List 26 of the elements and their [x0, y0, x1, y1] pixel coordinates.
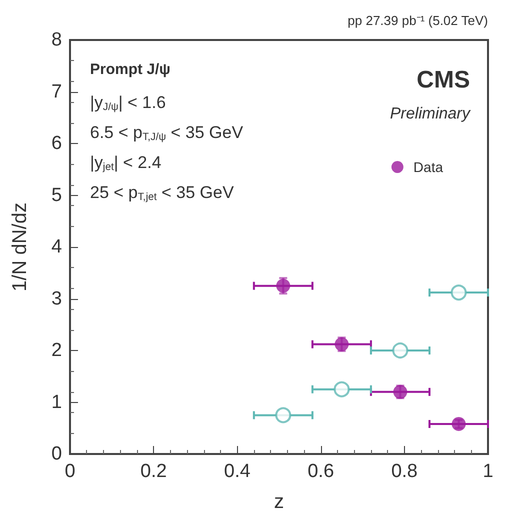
y-tick-label: 2: [51, 340, 62, 361]
x-axis-title: z: [274, 491, 284, 513]
x-tick-label: 0.2: [140, 461, 167, 482]
point: [334, 381, 350, 398]
legend-label: Data: [413, 159, 444, 175]
point: [392, 342, 408, 358]
y-axis-title: 1/N dN/dz: [9, 202, 31, 292]
y-tick-label: 8: [51, 30, 62, 50]
y-tick-label: 5: [51, 184, 62, 206]
annotation: CMS: [416, 66, 470, 94]
annotation: Prompt J/ψ: [90, 61, 170, 78]
y-tick-label: 3: [51, 288, 62, 310]
x-tick-label: 0.8: [391, 461, 418, 482]
y-tick-label: 7: [51, 81, 62, 102]
chart-subtitle: pp 27.39 pb⁻¹ (5.02 TeV): [348, 13, 488, 28]
point: [275, 407, 292, 424]
y-tick-label: 0: [51, 444, 62, 464]
y-tick-label: 6: [51, 133, 62, 154]
y-tick-label: 1: [51, 392, 62, 413]
x-tick-label: 0: [64, 461, 76, 482]
x-tick-label: 0.6: [308, 461, 334, 482]
point: [450, 284, 467, 301]
x-tick-label: 1: [482, 461, 494, 482]
annotation: Preliminary: [390, 106, 471, 122]
x-tick-label: 0.4: [224, 461, 251, 482]
y-tick-label: 4: [51, 236, 62, 258]
